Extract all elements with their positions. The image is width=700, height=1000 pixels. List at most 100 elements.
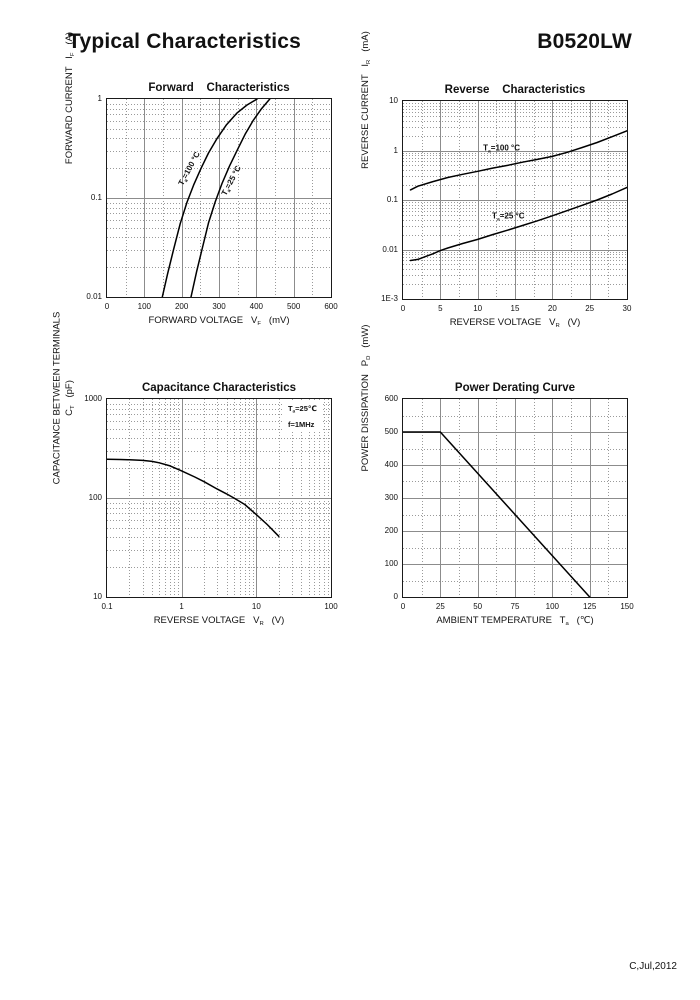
subscript: R bbox=[366, 59, 373, 64]
x-tick-label: 0 bbox=[104, 302, 110, 311]
label-text: (A) bbox=[63, 31, 75, 53]
label-text: POWER DISSIPATION P bbox=[359, 359, 371, 472]
y-tick-label: 0 bbox=[393, 592, 398, 601]
label-text: T bbox=[287, 404, 293, 414]
label-text: =100 °C bbox=[490, 143, 520, 153]
subscript: a bbox=[496, 217, 500, 223]
label-text: (V) bbox=[559, 317, 581, 328]
chart-title: Power Derating Curve bbox=[454, 382, 576, 394]
plot-area bbox=[402, 398, 628, 598]
y-tick-label: 600 bbox=[384, 394, 398, 403]
chart-title: Reverse Characteristics bbox=[444, 84, 586, 96]
x-tick-label: 75 bbox=[510, 602, 520, 611]
x-tick-label: 400 bbox=[249, 302, 263, 311]
x-axis-label: REVERSE VOLTAGE VR (V) bbox=[76, 615, 362, 627]
x-tick-label: 1 bbox=[179, 602, 184, 611]
subscript: R bbox=[555, 323, 560, 330]
label-text: FORWARD CURRENT I bbox=[63, 56, 75, 165]
plot-area: Ta=100 °C Ta=25 °C bbox=[402, 100, 628, 300]
x-tick-label: 15 bbox=[510, 304, 520, 313]
label-text: (mA) bbox=[359, 31, 371, 60]
forward-canvas bbox=[107, 99, 331, 297]
forward-curve-1 bbox=[190, 99, 271, 297]
reverse-curve-1 bbox=[409, 186, 627, 262]
y-tick-label: 10 bbox=[93, 592, 102, 601]
part-number: B0520LW bbox=[537, 30, 632, 53]
x-axis-label: AMBIENT TEMPERATURE Ta (℃) bbox=[372, 615, 658, 627]
x-tick-label: 25 bbox=[435, 602, 445, 611]
label-text: CAPACITANCE BETWEEN TERMINALS bbox=[51, 311, 63, 485]
y-axis-label: CAPACITANCE BETWEEN TERMINALS bbox=[52, 312, 63, 485]
x-tick-label: 0 bbox=[400, 602, 406, 611]
annotation-line: f=1MHz bbox=[288, 418, 317, 431]
power-canvas bbox=[403, 399, 627, 597]
label-text: REVERSE VOLTAGE V bbox=[153, 615, 260, 626]
capacitance-curve-0 bbox=[107, 458, 280, 538]
x-tick-label: 0.1 bbox=[101, 602, 113, 611]
y-tick-label: 300 bbox=[384, 493, 398, 502]
chart-title: Capacitance Characteristics bbox=[141, 382, 297, 394]
label-text: REVERSE VOLTAGE V bbox=[449, 317, 556, 328]
subscript: F bbox=[257, 321, 261, 328]
label-text: REVERSE CURRENT I bbox=[359, 63, 371, 169]
chart-title: Forward Characteristics bbox=[148, 82, 290, 94]
label-text: (mV) bbox=[261, 315, 290, 326]
y-tick-label: 0.1 bbox=[386, 195, 398, 204]
x-tick-label: 300 bbox=[212, 302, 226, 311]
reverse-canvas bbox=[403, 101, 627, 299]
x-tick-label: 600 bbox=[324, 302, 338, 311]
label-text: =25℃ bbox=[295, 404, 317, 414]
label-text: T bbox=[492, 211, 497, 221]
subscript: a bbox=[565, 621, 569, 628]
y-tick-label: 0.01 bbox=[86, 292, 102, 301]
x-tick-label: 500 bbox=[286, 302, 301, 311]
y-axis-label: REVERSE CURRENT IR (mA) bbox=[360, 31, 372, 169]
x-tick-label: 100 bbox=[545, 602, 559, 611]
label-text: (℃) bbox=[568, 615, 594, 626]
label-text: (V) bbox=[263, 615, 285, 626]
forward-curve-0 bbox=[161, 99, 258, 297]
x-tick-label: 125 bbox=[582, 602, 597, 611]
conditions-annotation: Ta=25℃ f=1MHz bbox=[283, 401, 321, 432]
x-tick-label: 200 bbox=[174, 302, 189, 311]
label-text: f=1MHz bbox=[287, 420, 315, 429]
y-axis-label: POWER DISSIPATION PD (mW) bbox=[360, 325, 372, 472]
y-axis-label: CT (pF) bbox=[64, 380, 76, 416]
x-tick-label: 10 bbox=[251, 602, 261, 611]
label-text: FORWARD VOLTAGE V bbox=[148, 315, 258, 326]
y-tick-label: 0.01 bbox=[382, 244, 398, 254]
label-text: T bbox=[483, 143, 488, 153]
x-tick-label: 30 bbox=[622, 304, 632, 313]
y-tick-label: 400 bbox=[384, 460, 398, 469]
subscript: R bbox=[259, 621, 264, 628]
x-tick-label: 5 bbox=[438, 304, 443, 313]
label-text: (mW) bbox=[359, 324, 371, 356]
power-curve-0 bbox=[403, 431, 591, 597]
label-text: C bbox=[63, 409, 75, 416]
x-tick-label: 10 bbox=[473, 304, 483, 313]
y-tick-label: 1 bbox=[393, 145, 398, 155]
annotation-line: Ta=25℃ bbox=[288, 402, 317, 418]
reverse-curve-0 bbox=[409, 130, 627, 191]
label-text: AMBIENT TEMPERATURE T bbox=[436, 615, 566, 626]
page-title: Typical Characteristics bbox=[68, 30, 301, 53]
curve-label: Ta=25 °C bbox=[492, 211, 524, 222]
y-tick-label: 1000 bbox=[84, 394, 102, 403]
x-tick-label: 150 bbox=[620, 602, 634, 611]
x-tick-label: 100 bbox=[137, 302, 151, 311]
x-axis-label: REVERSE VOLTAGE VR (V) bbox=[372, 317, 658, 329]
x-tick-label: 100 bbox=[324, 602, 338, 611]
label-text: =25 °C bbox=[499, 211, 525, 221]
subscript: D bbox=[366, 355, 373, 360]
x-axis-label: FORWARD VOLTAGE VF (mV) bbox=[76, 315, 362, 327]
y-tick-label: 500 bbox=[384, 427, 398, 436]
y-tick-label: 1 bbox=[97, 94, 102, 103]
x-tick-label: 50 bbox=[473, 602, 483, 611]
y-tick-label: 0.1 bbox=[90, 193, 102, 202]
x-tick-label: 25 bbox=[585, 304, 595, 313]
y-tick-label: 200 bbox=[384, 526, 398, 535]
y-tick-label: 10 bbox=[389, 96, 398, 105]
plot-area: Ta=100 °C Ta=25 °C bbox=[106, 98, 332, 298]
revision-note: C,Jul,2012 bbox=[629, 961, 677, 972]
curve-label: Ta=100 °C bbox=[483, 143, 520, 154]
